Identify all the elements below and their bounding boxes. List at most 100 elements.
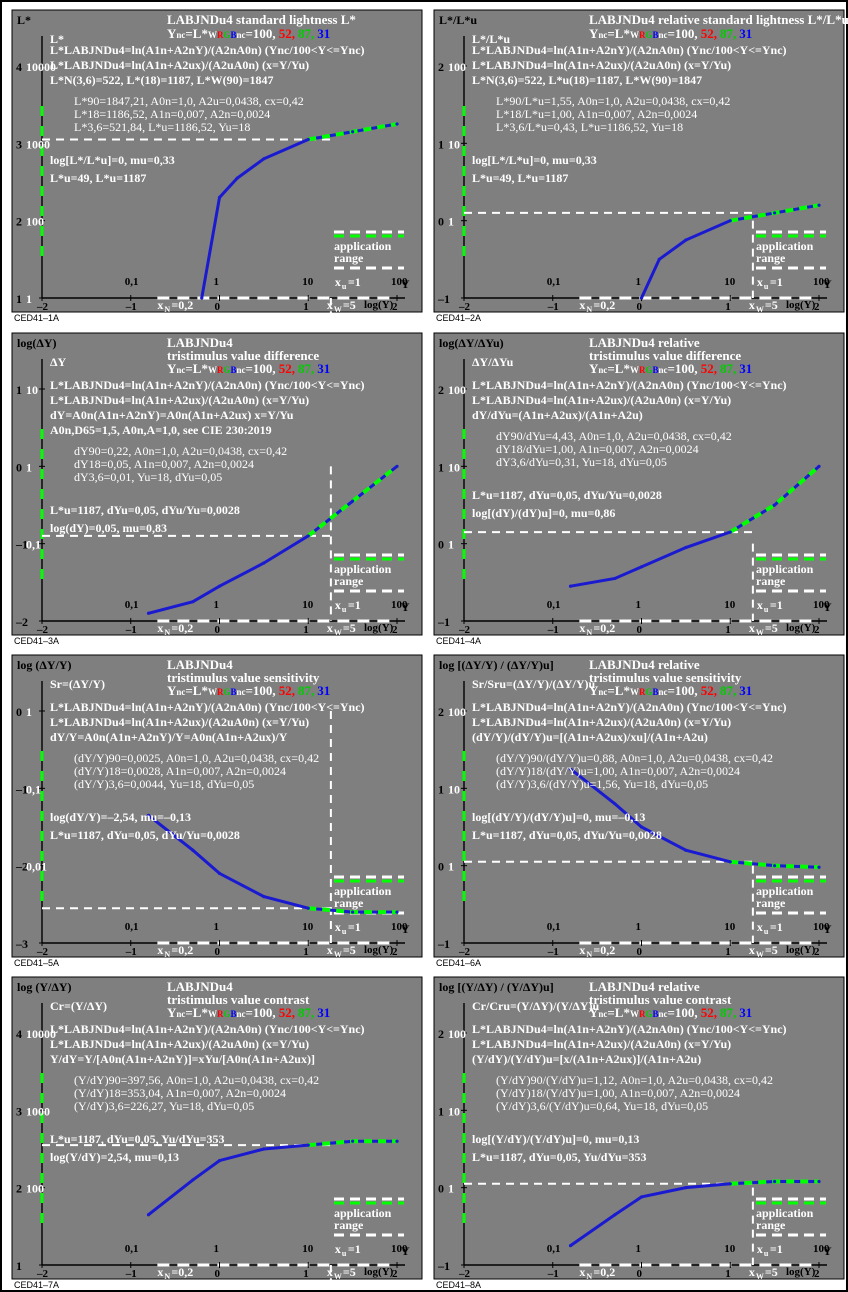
app-range-label: application bbox=[334, 239, 392, 253]
xn-label: x bbox=[157, 621, 163, 635]
panel-background bbox=[433, 332, 845, 636]
y-tick-label: –1 bbox=[437, 937, 450, 951]
x-tick-label: 0 bbox=[215, 624, 221, 636]
xw-value: =5 bbox=[343, 1265, 356, 1279]
ync-part: =100, bbox=[668, 26, 698, 41]
y-tick-label-inner: 10000 bbox=[26, 60, 56, 74]
y-tick-label-inner: 1 bbox=[448, 1182, 454, 1196]
xw-sub: W bbox=[334, 628, 342, 637]
y-tick-label: –2 bbox=[15, 860, 28, 874]
y-tick-label: 2 bbox=[438, 60, 444, 74]
ync-part: W bbox=[208, 365, 217, 375]
ync-part: R bbox=[217, 1009, 224, 1019]
x-tick-label: –2 bbox=[36, 946, 49, 958]
x-axis-label: log(Y) bbox=[364, 944, 394, 956]
data-point bbox=[728, 1182, 732, 1186]
x-tick-label: –1 bbox=[547, 624, 559, 636]
y-tick-label-inner: 100 bbox=[26, 215, 44, 229]
xu-label: x bbox=[757, 275, 763, 289]
panel-title: LABJNDu4 standard lightness L* bbox=[167, 12, 356, 27]
ync-part: B bbox=[653, 1009, 659, 1019]
data-point bbox=[351, 130, 355, 134]
x-tick-label: 1 bbox=[303, 624, 309, 636]
data-point bbox=[657, 257, 661, 261]
y-tick-label: 1 bbox=[438, 782, 444, 796]
data-point bbox=[728, 530, 732, 534]
ync-part: G bbox=[645, 365, 652, 375]
y-unit-label: Y bbox=[401, 600, 410, 614]
y-tick-label-inner: 10 bbox=[448, 137, 460, 151]
ync-part: =100, bbox=[246, 1005, 276, 1020]
ync-part: R bbox=[639, 365, 646, 375]
x-tick-label: –2 bbox=[458, 1268, 471, 1280]
y-scale-tick-label: 10 bbox=[724, 921, 736, 933]
app-range-label-2: range bbox=[334, 896, 364, 910]
panel-title: LABJNDu4 relative bbox=[589, 657, 700, 672]
data-point bbox=[191, 1178, 195, 1182]
x-tick-label: 1 bbox=[303, 301, 309, 313]
xu-sub: u bbox=[342, 605, 347, 614]
y-tick-label: 2 bbox=[16, 1182, 22, 1196]
y-tick-label-inner: 1000 bbox=[26, 137, 50, 151]
ync-part: G bbox=[223, 1009, 230, 1019]
ync-part: nc bbox=[237, 1009, 246, 1019]
ync-line: Ync=L*WRGBnc=100, 52, 87, 31 bbox=[167, 1005, 330, 1020]
x-tick-label: –2 bbox=[458, 946, 471, 958]
formula-line: Y/dY=Y/[A0n(A1n+A2nY)]=xYu/[A0n(A1n+A2ux… bbox=[50, 1052, 315, 1066]
y-scale-tick-label: 0,1 bbox=[125, 276, 139, 288]
ync-part: =100, bbox=[246, 361, 276, 376]
ync-part: Y bbox=[167, 1005, 177, 1020]
ync-part: G bbox=[645, 1009, 652, 1019]
y-scale-tick-label: 10 bbox=[724, 1243, 736, 1255]
y-scale-tick-label: 0,1 bbox=[125, 1243, 139, 1255]
y-tick-label: 0 bbox=[438, 215, 444, 229]
ync-part: Y bbox=[589, 1005, 599, 1020]
x-axis-label: log(Y) bbox=[786, 299, 816, 311]
y-scale-tick-label: 10 bbox=[724, 276, 736, 288]
data-point bbox=[262, 561, 266, 565]
y-unit-label: Y bbox=[823, 277, 832, 291]
data-point bbox=[773, 1179, 777, 1184]
xn-sub: N bbox=[164, 1272, 170, 1281]
xu-label: x bbox=[757, 598, 763, 612]
y-tick-label-inner: 100 bbox=[448, 383, 466, 397]
y-scale-tick-label: 0,1 bbox=[547, 1243, 561, 1255]
ync-line: Ync=L*WRGBnc=100, 52, 87, 31 bbox=[589, 26, 752, 41]
ync-part: 87, bbox=[298, 1005, 314, 1020]
formula-line: L*N(3,6)=522, L*(18)=1187, L*W(90)=1847 bbox=[50, 73, 274, 87]
ync-part: Y bbox=[589, 26, 599, 41]
y-tick-label: –1 bbox=[437, 1259, 450, 1273]
ync-part: 31 bbox=[739, 361, 752, 376]
app-range-label-2: range bbox=[334, 1218, 364, 1232]
x-tick-label: 0 bbox=[637, 301, 643, 313]
xn-value: =0,2 bbox=[593, 1265, 615, 1279]
y-tick-label: 3 bbox=[16, 137, 22, 151]
y-scale-tick-label: 100 bbox=[813, 276, 830, 288]
y-tick-label-inner: 1 bbox=[26, 460, 32, 474]
xw-label: x bbox=[327, 621, 333, 635]
ync-part: nc bbox=[237, 30, 246, 40]
x-tick-label: 2 bbox=[392, 624, 398, 636]
xw-sub: W bbox=[334, 950, 342, 959]
data-point bbox=[773, 211, 777, 215]
y-scale-tick-label: 1 bbox=[214, 276, 220, 288]
result-line-1: L*u=1187, dYu=0,05, Yu/dYu=353 bbox=[50, 1132, 224, 1146]
data-line-app-range bbox=[729, 464, 821, 534]
xn-sub: N bbox=[586, 1272, 592, 1281]
ync-part: =L* bbox=[607, 361, 630, 376]
y-scale-tick-label: 10 bbox=[302, 599, 314, 611]
note-line: (dY/Y)90/(dY/Y)u=0,88, A0n=1,0, A2u=0,04… bbox=[496, 751, 773, 765]
y-axis-title-inner: Sr=(ΔY/Y) bbox=[50, 677, 105, 691]
ync-part: 31 bbox=[317, 26, 330, 41]
xw-sub: W bbox=[334, 1272, 342, 1281]
note-line: (dY/Y)18=0,0028, A1n=0,007, A2n=0,0024 bbox=[74, 764, 286, 778]
xw-value: =5 bbox=[343, 943, 356, 957]
data-point bbox=[639, 296, 644, 300]
y-axis-title-inner: ΔY/ΔYu bbox=[472, 355, 514, 369]
panel-code: CED41–3A bbox=[14, 636, 59, 646]
ync-part: G bbox=[645, 30, 652, 40]
